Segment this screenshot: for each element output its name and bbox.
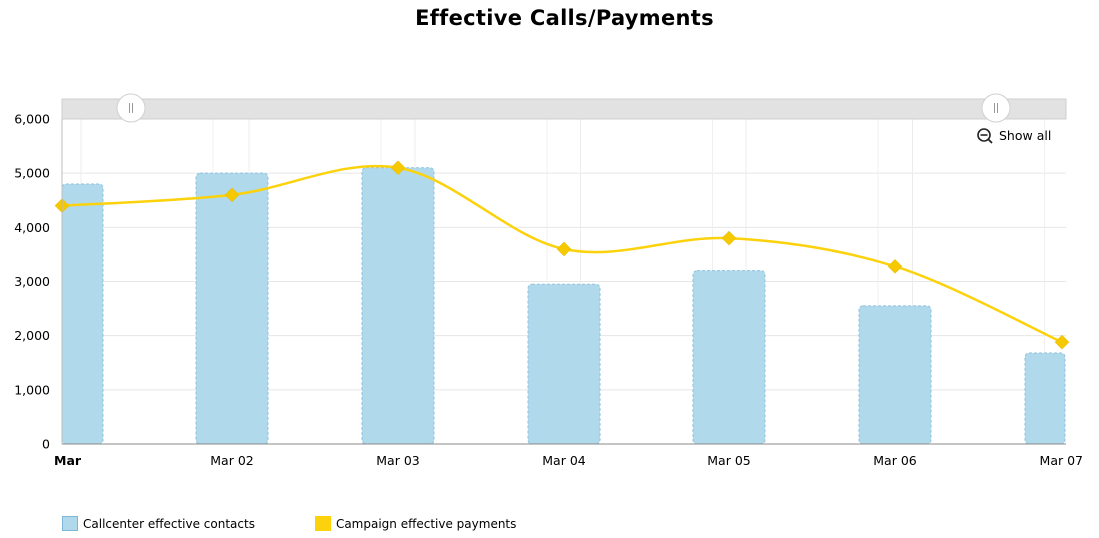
scrollbar-range-selector[interactable] xyxy=(61,93,1067,123)
axes: 0 1,000 2,000 3,000 4,000 5,000 6,000 Mar Mar 02… xyxy=(14,112,1083,469)
y-tick-label: 0 xyxy=(42,437,50,452)
legend-item-payments[interactable]: Campaign effective payments xyxy=(314,516,517,531)
chart-title: Effective Calls/Payments xyxy=(415,6,714,30)
x-tick-label: Mar 06 xyxy=(873,453,917,468)
line-point-marker xyxy=(224,187,240,203)
bar xyxy=(195,172,269,445)
x-tick-label: Mar xyxy=(54,453,82,468)
y-tick-label: 4,000 xyxy=(14,220,50,235)
zoom-out-icon xyxy=(977,128,993,144)
legend-item-contacts[interactable]: Callcenter effective contacts xyxy=(62,516,255,531)
legend: Callcenter effective contacts Campaign e… xyxy=(62,516,576,531)
show-all-button[interactable]: Show all xyxy=(977,128,1051,144)
bar xyxy=(61,183,104,445)
line-point-marker xyxy=(1054,334,1070,350)
bar-series xyxy=(61,167,1066,445)
bar xyxy=(361,167,435,445)
y-tick-label: 3,000 xyxy=(14,274,50,289)
x-tick-label: Mar 05 xyxy=(707,453,750,468)
legend-swatch-payments xyxy=(314,516,331,531)
y-tick-label: 6,000 xyxy=(14,112,50,127)
bar xyxy=(858,305,932,445)
legend-label-contacts: Callcenter effective contacts xyxy=(83,516,255,531)
legend-swatch-contacts xyxy=(62,516,78,531)
x-tick-label: Mar 04 xyxy=(542,453,586,468)
line-point-marker xyxy=(556,241,572,257)
y-tick-label: 1,000 xyxy=(14,382,50,397)
line-point-marker xyxy=(390,160,406,176)
bar xyxy=(1024,352,1066,445)
x-tick-label: Mar 03 xyxy=(376,453,419,468)
scrollbar-left-handle[interactable] xyxy=(116,93,146,123)
scrollbar-right-handle[interactable] xyxy=(981,93,1011,123)
scrollbar-track[interactable] xyxy=(61,98,1067,120)
bar xyxy=(527,283,601,445)
line-series xyxy=(54,160,1070,350)
bar xyxy=(692,270,766,445)
line-point-marker xyxy=(887,258,903,274)
x-tick-label: Mar 07 xyxy=(1040,453,1083,468)
y-tick-label: 2,000 xyxy=(14,328,50,343)
y-tick-label: 5,000 xyxy=(14,166,50,181)
legend-label-payments: Campaign effective payments xyxy=(335,516,517,531)
x-tick-label: Mar 02 xyxy=(210,453,253,468)
show-all-label: Show all xyxy=(999,128,1051,143)
line-point-marker xyxy=(721,230,737,246)
